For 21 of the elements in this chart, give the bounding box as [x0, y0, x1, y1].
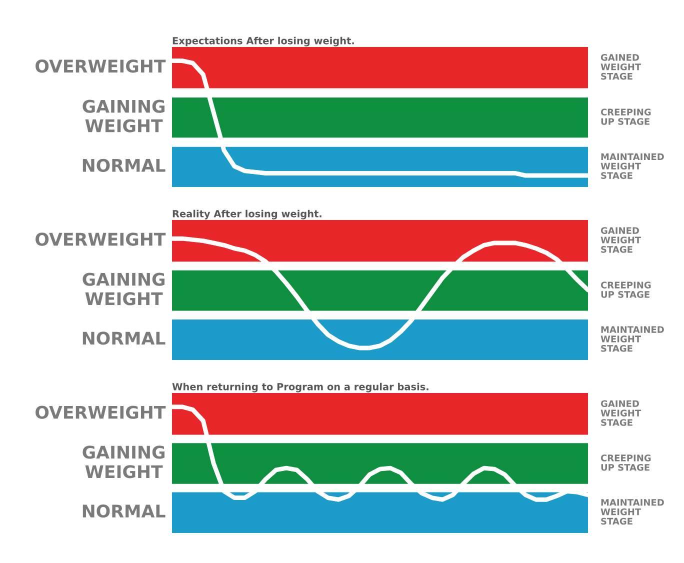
- chart-title: When returning to Program on a regular basis.: [172, 382, 428, 392]
- text: GAINING WEIGHT: [82, 446, 164, 478]
- band-label: MAINTAINED WEIGHT STAGE: [600, 326, 664, 352]
- text: OVERWEIGHT: [36, 232, 166, 246]
- band-label: CREEPING UP STAGE: [600, 454, 651, 471]
- chart-title: Expectations After losing weight.: [172, 36, 354, 46]
- text: GAINING WEIGHT: [82, 272, 164, 306]
- band-label: CREEPING UP STAGE: [600, 282, 651, 298]
- band-label: GAINED WEIGHT STAGE: [600, 227, 642, 253]
- band-label: MAINTAINED WEIGHT STAGE: [600, 153, 664, 179]
- band-label: GAINED WEIGHT STAGE: [600, 54, 642, 80]
- text: GAINING WEIGHT: [82, 100, 164, 132]
- band-label: CREEPING UP STAGE: [600, 108, 651, 125]
- band-label: MAINTAINED WEIGHT STAGE: [600, 499, 664, 525]
- text: NORMAL: [82, 504, 166, 518]
- text: NORMAL: [82, 158, 166, 172]
- text: OVERWEIGHT: [36, 406, 166, 419]
- band-label: GAINED WEIGHT STAGE: [600, 400, 642, 426]
- chart-title: Reality After losing weight.: [172, 210, 322, 220]
- text: NORMAL: [82, 332, 166, 345]
- text: OVERWEIGHT: [36, 60, 166, 73]
